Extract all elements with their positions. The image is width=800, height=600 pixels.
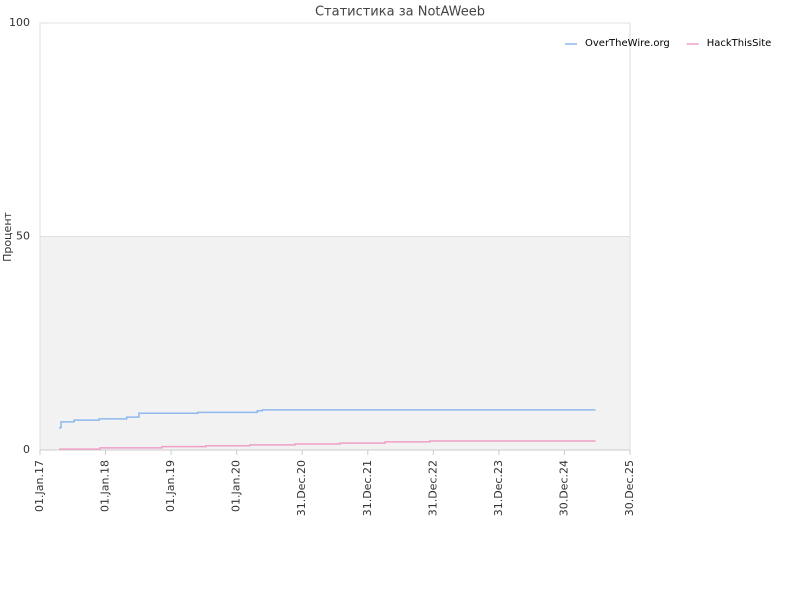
plot-band bbox=[40, 236, 630, 450]
legend-label: OverTheWire.org bbox=[585, 38, 670, 49]
y-tick-label: 100 bbox=[9, 16, 30, 29]
x-tick-label: 30.Dec.24 bbox=[557, 460, 570, 516]
legend-label: HackThisSite bbox=[707, 38, 772, 49]
x-tick-label: 31.Dec.22 bbox=[426, 460, 439, 516]
y-tick-label: 0 bbox=[23, 443, 30, 456]
y-tick-label: 50 bbox=[16, 230, 30, 243]
series-line bbox=[59, 409, 596, 429]
x-tick-label: 31.Dec.21 bbox=[361, 460, 374, 516]
x-tick-label: 01.Jan.20 bbox=[230, 460, 243, 512]
series-line bbox=[59, 440, 596, 450]
x-tick-label: 30.Dec.25 bbox=[623, 460, 636, 516]
y-axis-label: Процент bbox=[1, 211, 14, 261]
x-tick-label: 31.Dec.20 bbox=[295, 460, 308, 516]
x-tick-label: 01.Jan.19 bbox=[164, 460, 177, 512]
chart-title: Статистика за NotAWeeb bbox=[315, 5, 485, 20]
x-tick-label: 31.Dec.23 bbox=[492, 460, 505, 516]
x-tick-label: 01.Jan.18 bbox=[99, 460, 112, 512]
x-tick-label: 01.Jan.17 bbox=[33, 460, 46, 512]
legend: OverTheWire.org HackThisSite bbox=[565, 38, 771, 49]
